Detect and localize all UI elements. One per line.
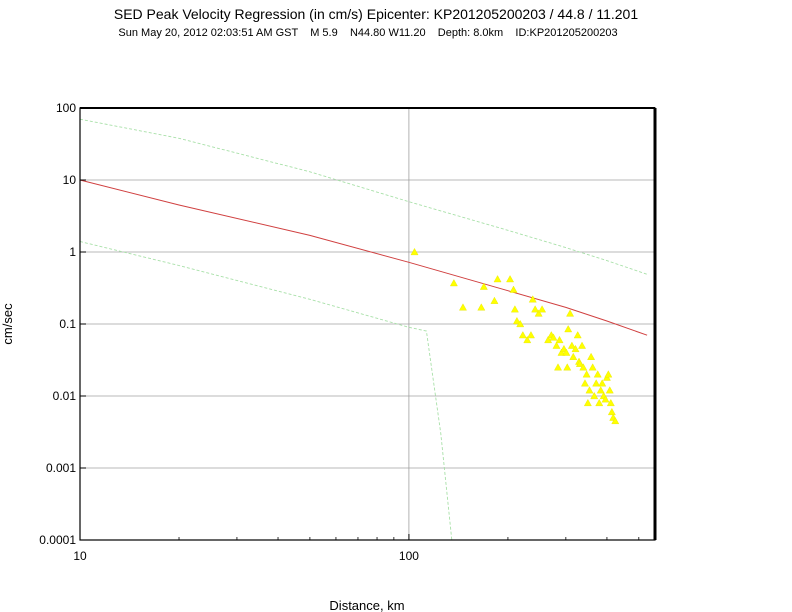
data-point [583, 398, 592, 407]
grid [79, 107, 655, 541]
data-point [555, 335, 564, 344]
data-point [579, 363, 588, 371]
data-point [607, 407, 616, 416]
data-point [575, 359, 584, 367]
data-point [564, 325, 573, 333]
data-point [566, 309, 575, 317]
data-point [611, 416, 620, 425]
data-point [477, 303, 486, 311]
y-tick-label: 10 [63, 173, 77, 187]
data-point [490, 296, 499, 304]
data-point [518, 331, 527, 339]
chart-subtitle: Sun May 20, 2012 02:03:51 AM GST M 5.9 N… [118, 27, 617, 39]
y-axis-label: cm/sec [0, 303, 15, 345]
data-point [531, 305, 540, 313]
data-point [592, 379, 601, 387]
data-point [549, 333, 558, 341]
upper-bound-line [79, 118, 648, 275]
data-point [606, 398, 615, 407]
y-tick-label: 100 [56, 101, 76, 115]
data-point [567, 341, 576, 349]
y-tick-label: 0.001 [46, 461, 76, 475]
regression-line [79, 179, 648, 336]
data-point [410, 247, 419, 256]
data-point [459, 303, 467, 311]
y-tick-label: 0.1 [59, 317, 76, 331]
data-point [562, 348, 571, 356]
chart-title: SED Peak Velocity Regression (in cm/s) E… [114, 6, 638, 22]
data-point [595, 398, 604, 407]
y-tick-label: 1 [69, 245, 76, 259]
data-point [554, 363, 562, 371]
data-point [585, 386, 594, 394]
data-point [598, 379, 607, 387]
data-point [449, 279, 458, 287]
data-point [538, 305, 547, 313]
regression-lines [79, 118, 648, 541]
data-points [410, 247, 620, 425]
data-point [588, 363, 597, 371]
x-tick-label: 10 [73, 549, 87, 563]
data-point [587, 352, 596, 360]
data-point [604, 370, 613, 378]
data-point [563, 363, 572, 371]
data-point [506, 275, 514, 283]
data-point [534, 309, 543, 317]
data-point [593, 370, 602, 378]
y-tick-label: 0.01 [53, 389, 77, 403]
data-point [605, 386, 614, 394]
data-point [601, 395, 610, 403]
data-point [528, 295, 537, 303]
x-axis-label: Distance, km [329, 598, 404, 612]
data-point [493, 275, 502, 283]
data-point [596, 386, 605, 394]
data-point [590, 391, 599, 400]
data-point [527, 331, 535, 339]
data-point [573, 331, 582, 339]
data-point [509, 285, 518, 293]
data-point [479, 282, 488, 290]
data-point [582, 370, 591, 378]
data-point [581, 379, 589, 387]
data-point [523, 335, 532, 344]
axis-ticks: 0.0001 0.001 0.01 0.1 1 10 100 10 100 [39, 101, 640, 563]
x-tick-label: 100 [399, 549, 419, 563]
data-point [516, 319, 525, 328]
data-point [512, 317, 521, 325]
data-point [510, 305, 519, 313]
lower-bound-line [79, 241, 453, 541]
data-point [552, 341, 561, 349]
data-point [578, 341, 586, 349]
data-point [571, 344, 580, 353]
y-tick-label: 0.0001 [39, 533, 76, 547]
data-point [544, 335, 553, 344]
data-point [569, 352, 578, 360]
data-point [557, 348, 566, 356]
